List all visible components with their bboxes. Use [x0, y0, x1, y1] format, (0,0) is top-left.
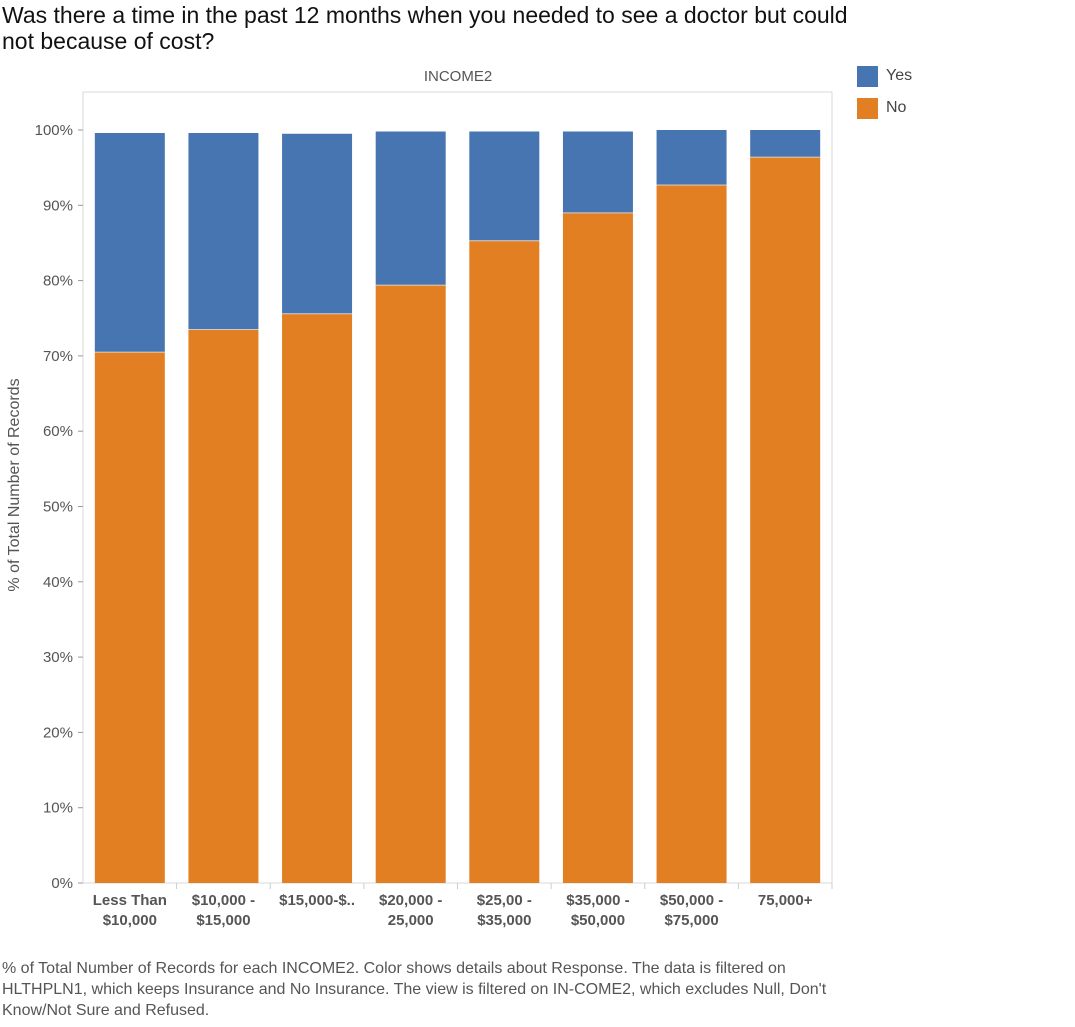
x-tick-label: Less Than [93, 892, 167, 909]
y-tick-label: 20% [43, 724, 73, 741]
bar-segment-no[interactable] [750, 157, 821, 883]
y-tick-label: 60% [43, 423, 73, 440]
bar-segment-no[interactable] [94, 352, 165, 883]
x-tick-label: $75,000 [664, 912, 718, 929]
column-header: INCOME2 [424, 68, 492, 85]
x-tick-label: $50,000 - [660, 892, 723, 909]
y-tick-label: 30% [43, 649, 73, 666]
x-tick-label: $20,000 - [379, 892, 442, 909]
y-tick-label: 10% [43, 800, 73, 817]
bar-segment-yes[interactable] [562, 131, 633, 213]
bar-segment-yes[interactable] [375, 131, 446, 286]
legend-swatch-yes [857, 66, 878, 87]
chart-title: Was there a time in the past 12 months w… [2, 2, 848, 54]
x-tick-label: $25,00 - [477, 892, 532, 909]
y-tick-label: 80% [43, 273, 73, 290]
legend-label-yes: Yes [886, 67, 913, 84]
bar-segment-yes[interactable] [94, 133, 165, 353]
bar-segment-no[interactable] [188, 329, 259, 883]
bar-segment-yes[interactable] [282, 133, 353, 314]
y-tick-label: 40% [43, 574, 73, 591]
x-tick-label: 25,000 [388, 912, 434, 929]
y-tick-label: 50% [43, 499, 73, 516]
bar-segment-no[interactable] [656, 184, 727, 883]
y-axis-label: % of Total Number of Records [6, 378, 23, 591]
bar-segment-yes[interactable] [469, 131, 540, 241]
x-tick-label: $15,000-$.. [279, 892, 355, 909]
legend-label-no: No [886, 99, 907, 116]
bar-segment-no[interactable] [562, 212, 633, 883]
bar-segment-yes[interactable] [750, 130, 821, 158]
bar-segment-yes[interactable] [188, 133, 259, 330]
x-tick-label: $10,000 [103, 912, 157, 929]
bar-segment-no[interactable] [375, 285, 446, 883]
x-tick-label: $15,000 [196, 912, 250, 929]
legend-swatch-no [857, 98, 878, 119]
y-tick-label: 100% [35, 122, 73, 139]
bars [94, 130, 821, 884]
x-tick-label: $50,000 [571, 912, 625, 929]
y-axis: 0% 10% 20% 30% 40% 50% 60% 70% 80% 90% 100% [35, 122, 83, 892]
y-tick-label: 70% [43, 348, 73, 365]
y-tick-label: 90% [43, 197, 73, 214]
x-tick-label: $35,000 [477, 912, 531, 929]
bar-segment-no[interactable] [469, 240, 540, 884]
y-tick-label: 0% [51, 875, 73, 892]
bar-segment-no[interactable] [282, 313, 353, 883]
x-axis: Less Than $10,000 $10,000 - $15,000 $15,000-… [93, 883, 833, 929]
chart-caption: % of Total Number of Records for each IN… [2, 960, 827, 1019]
x-tick-label: $35,000 - [566, 892, 629, 909]
x-tick-label: 75,000+ [758, 892, 813, 909]
bar-segment-yes[interactable] [656, 130, 727, 185]
x-tick-label: $10,000 - [192, 892, 255, 909]
